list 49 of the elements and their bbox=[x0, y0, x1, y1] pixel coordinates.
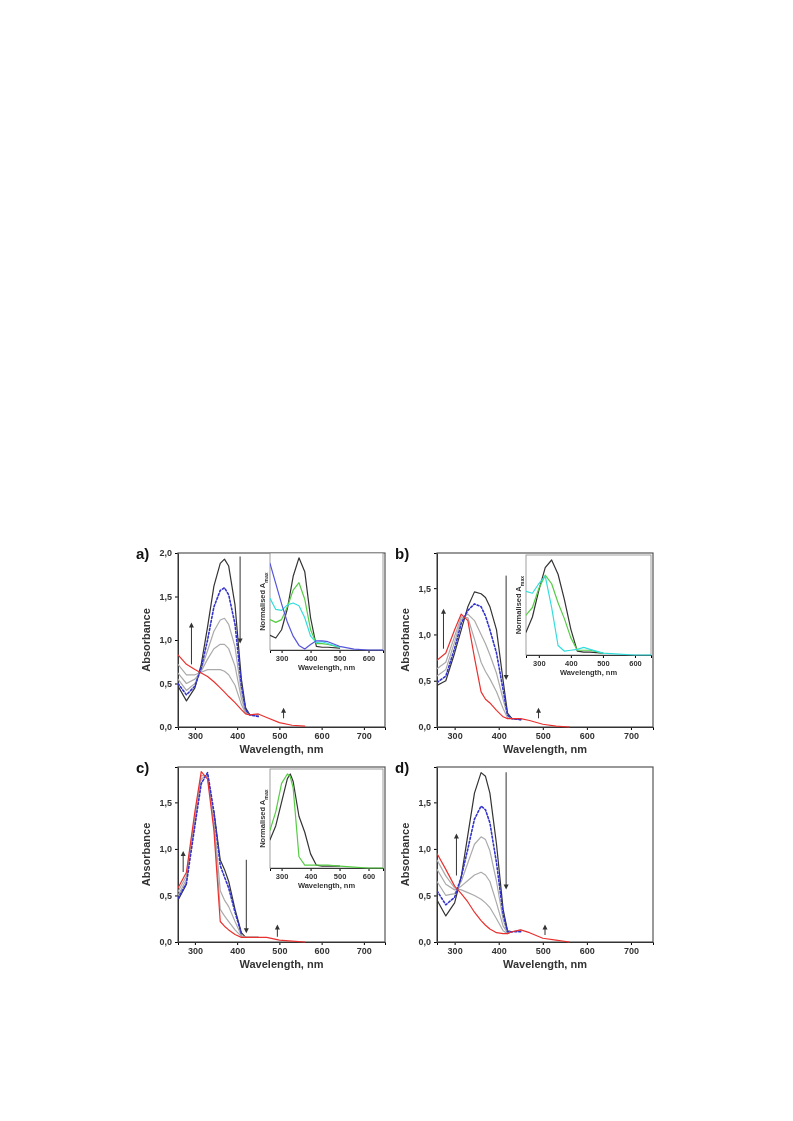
x-tick-label: 500 bbox=[272, 731, 288, 742]
x-tick-label: 700 bbox=[356, 731, 372, 742]
x-tick-label: 300 bbox=[187, 731, 203, 742]
x-tick-label: 600 bbox=[314, 731, 330, 742]
y-tick-label: 1,5 bbox=[418, 797, 431, 808]
x-tick-label: 600 bbox=[579, 946, 595, 957]
x-tick-label: 300 bbox=[447, 731, 463, 742]
chart-title: a) bbox=[136, 545, 150, 562]
x-tick-label: 300 bbox=[447, 946, 463, 957]
y-tick-label: 0,5 bbox=[159, 678, 172, 689]
x-tick-label: 700 bbox=[623, 731, 639, 742]
x-tick-label: 500 bbox=[535, 731, 551, 742]
x-tick-label: 500 bbox=[535, 946, 551, 957]
x-tick-label: 600 bbox=[579, 731, 595, 742]
x-tick-label: 700 bbox=[356, 946, 372, 957]
x-tick-label: 500 bbox=[272, 946, 288, 957]
y-tick-label: 1,5 bbox=[418, 583, 431, 594]
y-tick-label: 1,0 bbox=[418, 629, 431, 640]
y-tick-label: 0,0 bbox=[418, 722, 431, 733]
y-tick-label: 0,5 bbox=[159, 890, 172, 901]
y-tick-label: 1,5 bbox=[159, 591, 172, 602]
y-tick-label: 1,0 bbox=[159, 844, 172, 855]
y-tick-label: 0,5 bbox=[418, 890, 431, 901]
x-tick-label: 400 bbox=[230, 731, 246, 742]
chart-title: d) bbox=[395, 759, 410, 776]
x-tick-label: 300 bbox=[187, 946, 203, 957]
chart-title: b) bbox=[395, 545, 410, 562]
chart-title: c) bbox=[136, 759, 150, 776]
y-tick-label: 0,0 bbox=[159, 937, 172, 948]
x-axis-title: Wavelength, nm bbox=[239, 958, 324, 970]
y-tick-label: 0,5 bbox=[418, 676, 431, 687]
x-tick-label: 700 bbox=[623, 946, 639, 957]
x-tick-label: 400 bbox=[230, 946, 246, 957]
x-axis-title: Wavelength, nm bbox=[503, 958, 588, 970]
x-axis-title: Wavelength, nm bbox=[239, 743, 324, 755]
x-axis-title: Wavelength, nm bbox=[503, 743, 588, 755]
x-tick-label: 400 bbox=[491, 946, 507, 957]
y-axis-title: Absorbance bbox=[399, 822, 411, 887]
y-tick-label: 2,0 bbox=[159, 548, 172, 559]
y-tick-label: 1,0 bbox=[159, 635, 172, 646]
y-tick-label: 0,0 bbox=[418, 937, 431, 948]
x-tick-label: 400 bbox=[491, 731, 507, 742]
y-axis-title: Absorbance bbox=[399, 608, 411, 672]
y-tick-label: 0,0 bbox=[159, 722, 172, 733]
y-axis-title: Absorbance bbox=[140, 608, 152, 672]
y-tick-label: 1,5 bbox=[159, 797, 172, 808]
y-tick-label: 1,0 bbox=[418, 844, 431, 855]
x-tick-label: 600 bbox=[314, 946, 330, 957]
y-axis-title: Absorbance bbox=[140, 822, 152, 887]
